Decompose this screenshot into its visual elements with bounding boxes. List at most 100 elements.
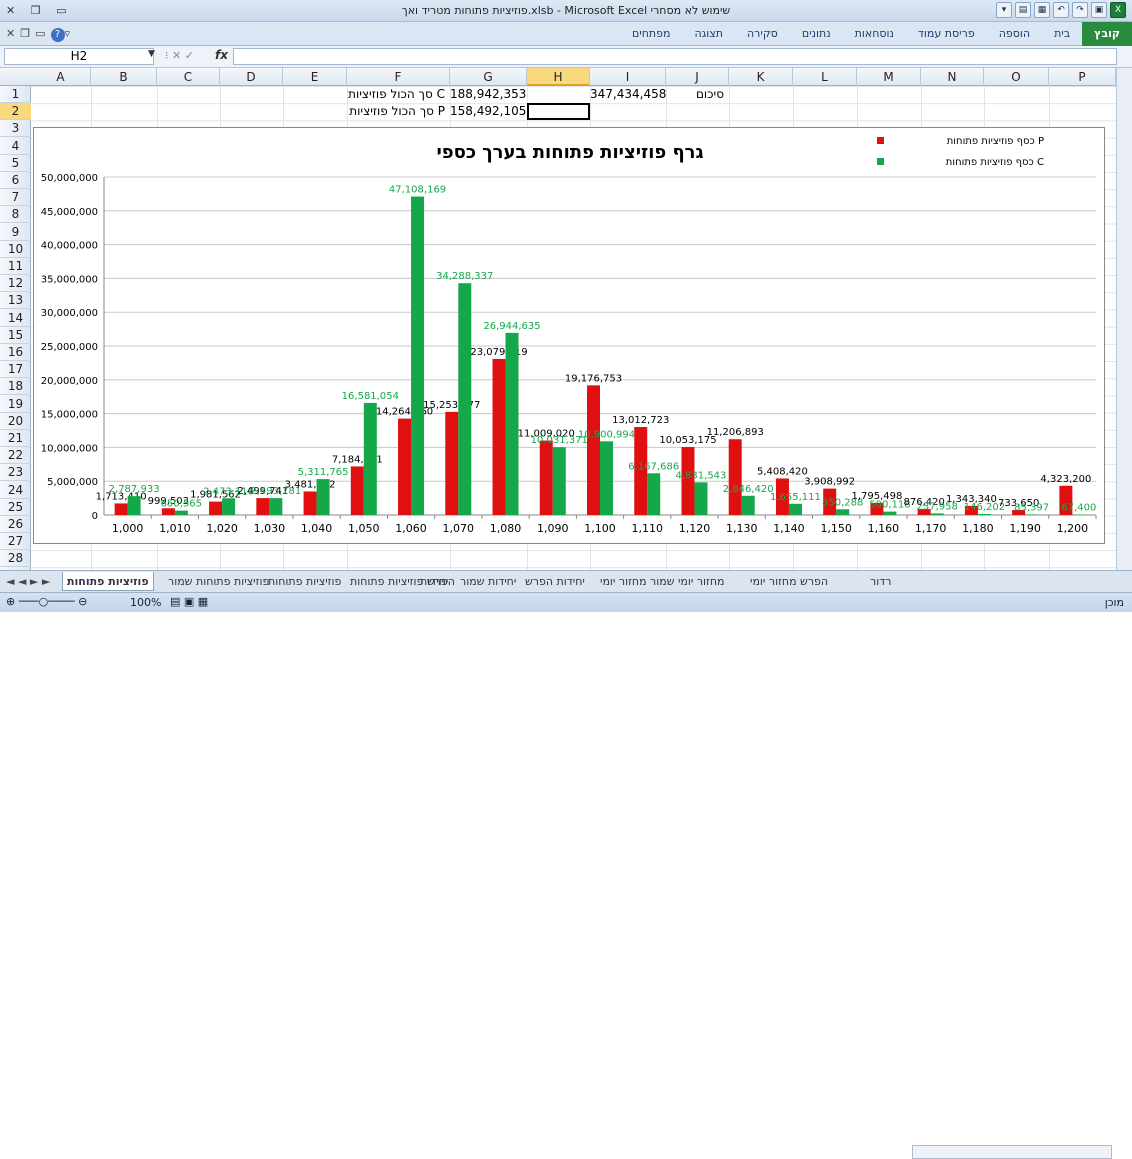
sheet-tab[interactable]: רדור <box>870 572 891 591</box>
ribbon-tab[interactable]: סקירה <box>735 22 790 46</box>
column-header[interactable]: K <box>729 68 793 86</box>
row-header[interactable]: 12 <box>0 275 31 292</box>
row-header[interactable]: 25 <box>0 499 31 516</box>
row-header[interactable]: 14 <box>0 310 31 327</box>
x-tick-label: 1,100 <box>584 522 616 535</box>
row-header[interactable]: 15 <box>0 327 31 344</box>
sheet-tab[interactable]: פוזיציות פתוחות <box>268 572 341 591</box>
column-header[interactable]: B <box>91 68 157 86</box>
bar-c <box>789 504 802 515</box>
ribbon-tab[interactable]: בית <box>1042 22 1082 46</box>
horizontal-scrollbar[interactable] <box>912 1145 1112 1159</box>
row-header[interactable]: 4 <box>0 138 31 155</box>
column-header[interactable]: L <box>793 68 857 86</box>
row-header[interactable]: 27 <box>0 533 31 550</box>
row-header[interactable]: 8 <box>0 206 31 223</box>
column-header[interactable]: P <box>1049 68 1116 86</box>
cell-G2[interactable]: 158,492,105 <box>450 103 524 120</box>
column-header[interactable]: J <box>666 68 729 86</box>
sheet-tab[interactable]: פוזיציות פתוחות <box>62 572 154 591</box>
row-header[interactable]: 19 <box>0 396 31 413</box>
y-tick-label: 25,000,000 <box>41 342 98 353</box>
column-header[interactable]: A <box>31 68 91 86</box>
ribbon-tab[interactable]: מפתחים <box>620 22 683 46</box>
x-tick-label: 1,000 <box>112 522 144 535</box>
row-header[interactable]: 10 <box>0 241 31 258</box>
row-header[interactable]: 23 <box>0 464 31 481</box>
bar-p <box>493 359 506 515</box>
row-header[interactable]: 17 <box>0 361 31 378</box>
column-header[interactable]: G <box>450 68 527 86</box>
column-header[interactable]: O <box>984 68 1049 86</box>
sheet-tab[interactable]: יחידות <box>420 572 448 591</box>
ribbon-tab[interactable]: נוסחאות <box>843 22 906 46</box>
row-header[interactable]: 18 <box>0 378 31 395</box>
chevron-down-icon[interactable]: ▼ <box>148 49 155 59</box>
data-label: 47,108,169 <box>389 185 446 196</box>
row-header[interactable]: 21 <box>0 430 31 447</box>
help-icon[interactable]: ? <box>51 28 65 42</box>
row-header[interactable]: 2 <box>0 103 31 120</box>
cell-I1[interactable]: 347,434,458 <box>590 86 664 103</box>
title-bar: ✕ ❐ ▭ פוזיציות פתוחות מטריד ואך.xlsb - M… <box>0 0 1132 22</box>
customize-qat-icon[interactable]: ▾ <box>996 2 1012 18</box>
undo-icon[interactable]: ↶ <box>1053 2 1069 18</box>
sheet-tab[interactable]: הפרש מחזור יומי <box>750 572 828 591</box>
minimize-ribbon-icon[interactable]: ▿ <box>65 27 76 40</box>
insert-function-icon[interactable]: fx <box>215 48 228 62</box>
column-header[interactable]: F <box>347 68 450 86</box>
row-header[interactable]: 6 <box>0 172 31 189</box>
name-box[interactable]: H2 <box>4 48 154 65</box>
row-header[interactable]: 1 <box>0 86 31 103</box>
view-buttons[interactable]: ▤ ▣ ▦ <box>170 595 208 608</box>
restore-icon[interactable]: ❐ <box>20 27 35 40</box>
column-header[interactable]: I <box>590 68 666 86</box>
y-tick-label: 5,000,000 <box>47 477 98 488</box>
column-header[interactable]: C <box>157 68 220 86</box>
row-header[interactable]: 13 <box>0 292 31 309</box>
ribbon-tab[interactable]: קובץ <box>1082 22 1132 46</box>
zoom-level[interactable]: 100% <box>130 596 161 609</box>
column-header[interactable]: H <box>527 68 590 86</box>
sheet-tab[interactable]: פוזיציות פתוחות שמור <box>168 572 269 591</box>
sheet-tab[interactable]: יחידות הפרש <box>525 572 585 591</box>
minimize-icon[interactable]: ▭ <box>35 27 50 40</box>
row-header[interactable]: 20 <box>0 413 31 430</box>
vertical-scrollbar[interactable] <box>1116 68 1132 570</box>
cell-G1[interactable]: 188,942,353 <box>450 86 524 103</box>
formula-input[interactable] <box>233 48 1117 65</box>
save-icon[interactable]: ▣ <box>1091 2 1107 18</box>
sheet-tab[interactable]: מחזור יומי <box>600 572 647 591</box>
row-header[interactable]: 5 <box>0 155 31 172</box>
close-workbook-icon[interactable]: ✕ <box>6 27 20 40</box>
column-header[interactable]: E <box>283 68 347 86</box>
row-header[interactable]: 22 <box>0 447 31 464</box>
row-header[interactable]: 24 <box>0 482 31 499</box>
ribbon-tab[interactable]: נתונים <box>790 22 843 46</box>
row-header[interactable]: 9 <box>0 224 31 241</box>
cell-F2[interactable]: סך הכול פוזיציות P <box>347 103 449 120</box>
cell-J1[interactable]: סיכום <box>666 86 728 103</box>
row-header[interactable]: 3 <box>0 120 31 137</box>
ribbon-tab[interactable]: תצוגה <box>683 22 735 46</box>
column-header[interactable]: N <box>921 68 984 86</box>
cell-F1[interactable]: סך הכול פוזיציות C <box>347 86 449 103</box>
print-preview-icon[interactable]: ▤ <box>1015 2 1031 18</box>
row-header[interactable]: 28 <box>0 550 31 567</box>
sheet-nav-arrows[interactable]: ◄ ◄ ► ► <box>6 572 50 591</box>
active-cell-H2[interactable] <box>527 103 590 120</box>
column-header[interactable]: D <box>220 68 283 86</box>
row-header[interactable]: 16 <box>0 344 31 361</box>
row-header[interactable]: 7 <box>0 189 31 206</box>
row-header[interactable]: 11 <box>0 258 31 275</box>
sheet-tab[interactable]: יחידות שמור <box>460 572 516 591</box>
column-header[interactable]: M <box>857 68 921 86</box>
row-header[interactable]: 26 <box>0 516 31 533</box>
document-icon[interactable]: ▦ <box>1034 2 1050 18</box>
ribbon-tab[interactable]: הוספה <box>987 22 1042 46</box>
zoom-slider[interactable]: ⊕ ───○──── ⊖ <box>6 595 87 608</box>
sheet-tab[interactable]: מחזור יומי שמור <box>650 572 725 591</box>
redo-icon[interactable]: ↷ <box>1072 2 1088 18</box>
ribbon-tab[interactable]: פריסת עמוד <box>906 22 987 46</box>
